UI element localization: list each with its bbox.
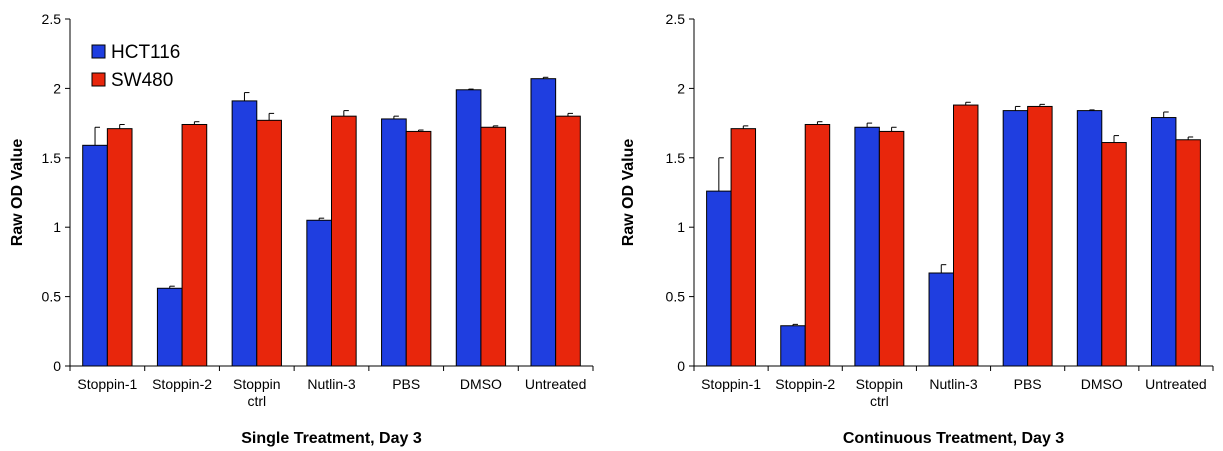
y-axis-label: Raw OD Value: [620, 139, 637, 247]
x-tick-label: DMSO: [460, 376, 502, 392]
y-tick-label: 2: [677, 80, 685, 96]
bar-hct116: [928, 272, 955, 367]
bar-sw480: [405, 130, 432, 367]
x-tick-label: Stoppin-1: [701, 376, 761, 392]
bar-hct116: [455, 89, 482, 367]
bar-sw480: [730, 128, 757, 367]
y-tick-label: 2: [53, 80, 61, 96]
x-tick-label: PBS: [1014, 376, 1042, 392]
y-tick-label: 1.5: [42, 150, 62, 166]
bar-sw480: [555, 115, 581, 367]
x-tick-label: Untreated: [525, 376, 586, 392]
bar-hct116: [231, 100, 258, 367]
bar-sw480: [1175, 139, 1201, 367]
x-axis-label: Single Treatment, Day 3: [241, 430, 422, 447]
legend-swatch-hct116: [91, 44, 106, 59]
legend-swatch-sw480: [91, 72, 106, 87]
x-tick-label: Stoppin: [233, 376, 280, 392]
x-tick-label: Nutlin-3: [307, 376, 355, 392]
bar-sw480: [106, 128, 133, 367]
y-tick-label: 1: [53, 219, 61, 235]
bar-sw480: [804, 123, 831, 367]
chart-single-treatment: 0 0.5 1 1.5 2 2.5 Stoppin-1 Stoppin-2 Stoppinctr…: [9, 11, 594, 447]
bar-hct116: [530, 78, 557, 367]
x-tick-label: ctrl: [870, 393, 889, 409]
legend-label-sw480: SW480: [111, 70, 173, 91]
bar-hct116: [306, 219, 333, 367]
chart-continuous-treatment: 0 0.5 1 1.5 2 2.5 Stoppin-1 Stoppin-2 Stoppinctr…: [620, 11, 1214, 447]
bar-hct116: [706, 190, 732, 367]
bar-sw480: [331, 115, 357, 367]
bar-sw480: [181, 123, 208, 367]
bar-hct116: [1150, 117, 1177, 367]
x-tick-label: ctrl: [247, 393, 266, 409]
y-axis-label: Raw OD Value: [9, 139, 26, 247]
y-tick-label: 0.5: [666, 289, 686, 305]
bar-sw480: [480, 126, 507, 367]
bar-hct116: [1002, 110, 1029, 367]
x-tick-label: DMSO: [1081, 376, 1123, 392]
bar-sw480: [256, 119, 282, 367]
y-tick-label: 0: [677, 358, 685, 374]
bar-hct116: [1076, 110, 1103, 367]
bar-hct116: [381, 118, 407, 367]
y-tick-label: 1: [677, 219, 685, 235]
bar-sw480: [1027, 105, 1053, 367]
x-tick-label: Stoppin-1: [77, 376, 137, 392]
x-tick-label: Stoppin-2: [152, 376, 212, 392]
x-axis-label: Continuous Treatment, Day 3: [843, 430, 1064, 447]
x-tick-label: PBS: [392, 376, 420, 392]
x-tick-label: Untreated: [1145, 376, 1206, 392]
y-tick-label: 2.5: [42, 11, 62, 27]
bar-hct116: [82, 144, 108, 367]
bar-hct116: [156, 287, 183, 367]
legend-label-hct116: HCT116: [111, 42, 180, 63]
y-tick-label: 0.5: [42, 289, 62, 305]
y-tick-label: 1.5: [666, 150, 686, 166]
bar-sw480: [1101, 142, 1127, 367]
bar-sw480: [878, 130, 905, 367]
bar-hct116: [854, 126, 880, 367]
x-tick-label: Stoppin-2: [775, 376, 835, 392]
x-tick-label: Stoppin: [856, 376, 903, 392]
x-tick-label: Nutlin-3: [929, 376, 977, 392]
bar-sw480: [953, 104, 979, 367]
bar-hct116: [780, 325, 806, 367]
y-tick-label: 2.5: [666, 11, 686, 27]
y-tick-label: 0: [53, 358, 61, 374]
